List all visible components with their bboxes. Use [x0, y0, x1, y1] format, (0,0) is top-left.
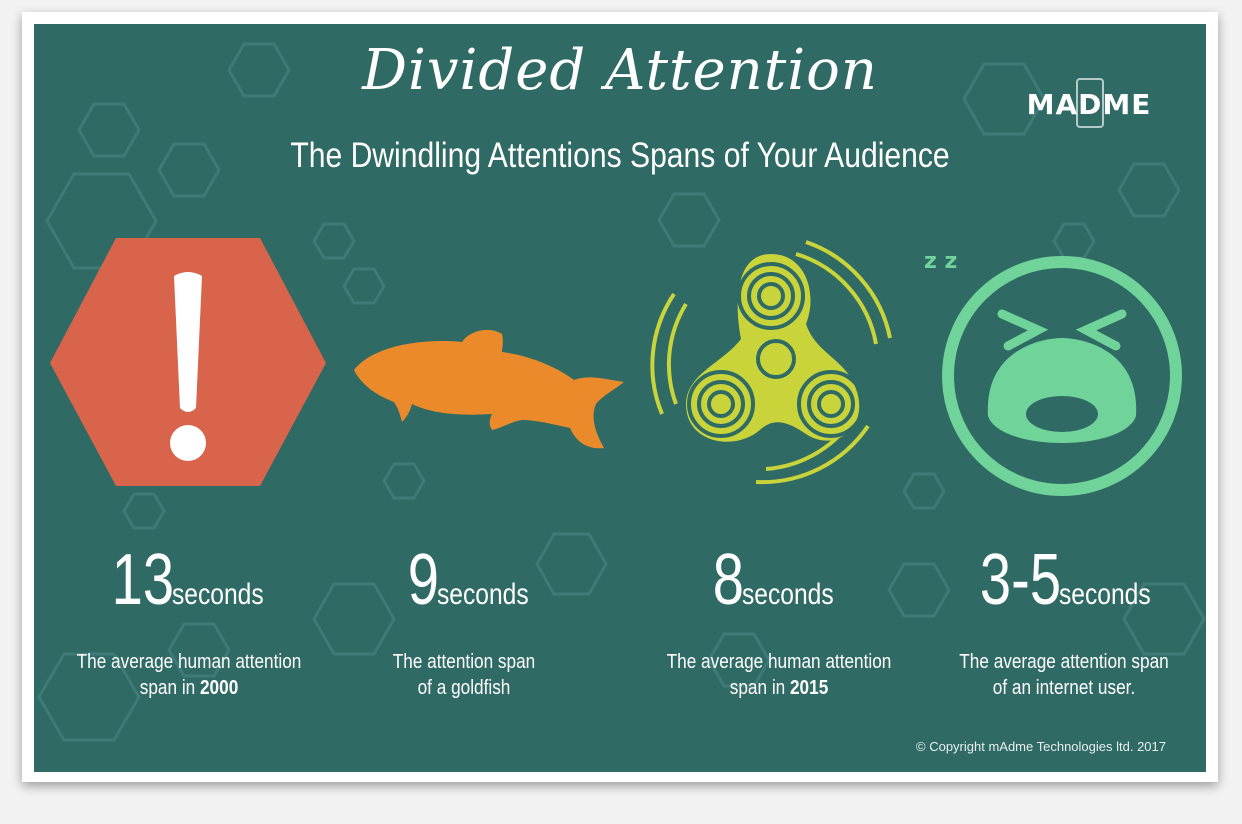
sleep-z-text: z z — [924, 249, 957, 274]
page-subtitle: The Dwindling Attentions Spans of Your A… — [290, 136, 950, 175]
madme-logo: MADME — [1024, 78, 1154, 138]
stat-description-2000: The average human attention span in 2000 — [73, 649, 305, 701]
infographic-poster: Divided Attention The Dwindling Attentio… — [34, 24, 1206, 772]
stat-unit: seconds — [742, 578, 835, 611]
page-title: Divided Attention — [362, 38, 878, 103]
fidget-spinner-icon — [650, 240, 892, 485]
stat-internet-user: 3-5 seconds — [934, 544, 1194, 616]
sleepy-face-icon: z z — [924, 249, 1182, 496]
stat-unit: seconds — [172, 578, 265, 611]
stat-unit: seconds — [437, 578, 530, 611]
desc-year: 2015 — [789, 677, 829, 699]
desc-year: 2000 — [199, 677, 239, 699]
desc-text: The average human attention span in — [666, 651, 892, 699]
phone-icon — [1076, 78, 1104, 128]
stat-description-goldfish: The attention span of a goldfish — [391, 649, 537, 701]
stat-description-2015: The average human attention span in 2015 — [663, 649, 895, 701]
desc-text: The average human attention span in — [76, 651, 302, 699]
stat-goldfish: 9 seconds — [349, 544, 599, 616]
desc-text: The attention span of a goldfish — [392, 651, 536, 699]
stat-number: 13 — [111, 540, 174, 620]
stat-number: 8 — [712, 540, 744, 620]
stat-description-internet-user: The average attention span of an interne… — [957, 649, 1172, 701]
stat-number: 3-5 — [979, 540, 1061, 620]
goldfish-icon — [354, 329, 624, 449]
stat-2000: 13 seconds — [64, 544, 314, 616]
desc-text: The average attention span of an interne… — [959, 651, 1169, 699]
stat-unit: seconds — [1059, 578, 1152, 611]
stat-2015: 8 seconds — [654, 544, 904, 616]
copyright-text: © Copyright mAdme Technologies ltd. 2017 — [916, 739, 1166, 754]
logo-text: MADME — [1026, 88, 1152, 121]
stat-number: 9 — [407, 540, 439, 620]
warning-hexagon-icon — [50, 238, 326, 486]
